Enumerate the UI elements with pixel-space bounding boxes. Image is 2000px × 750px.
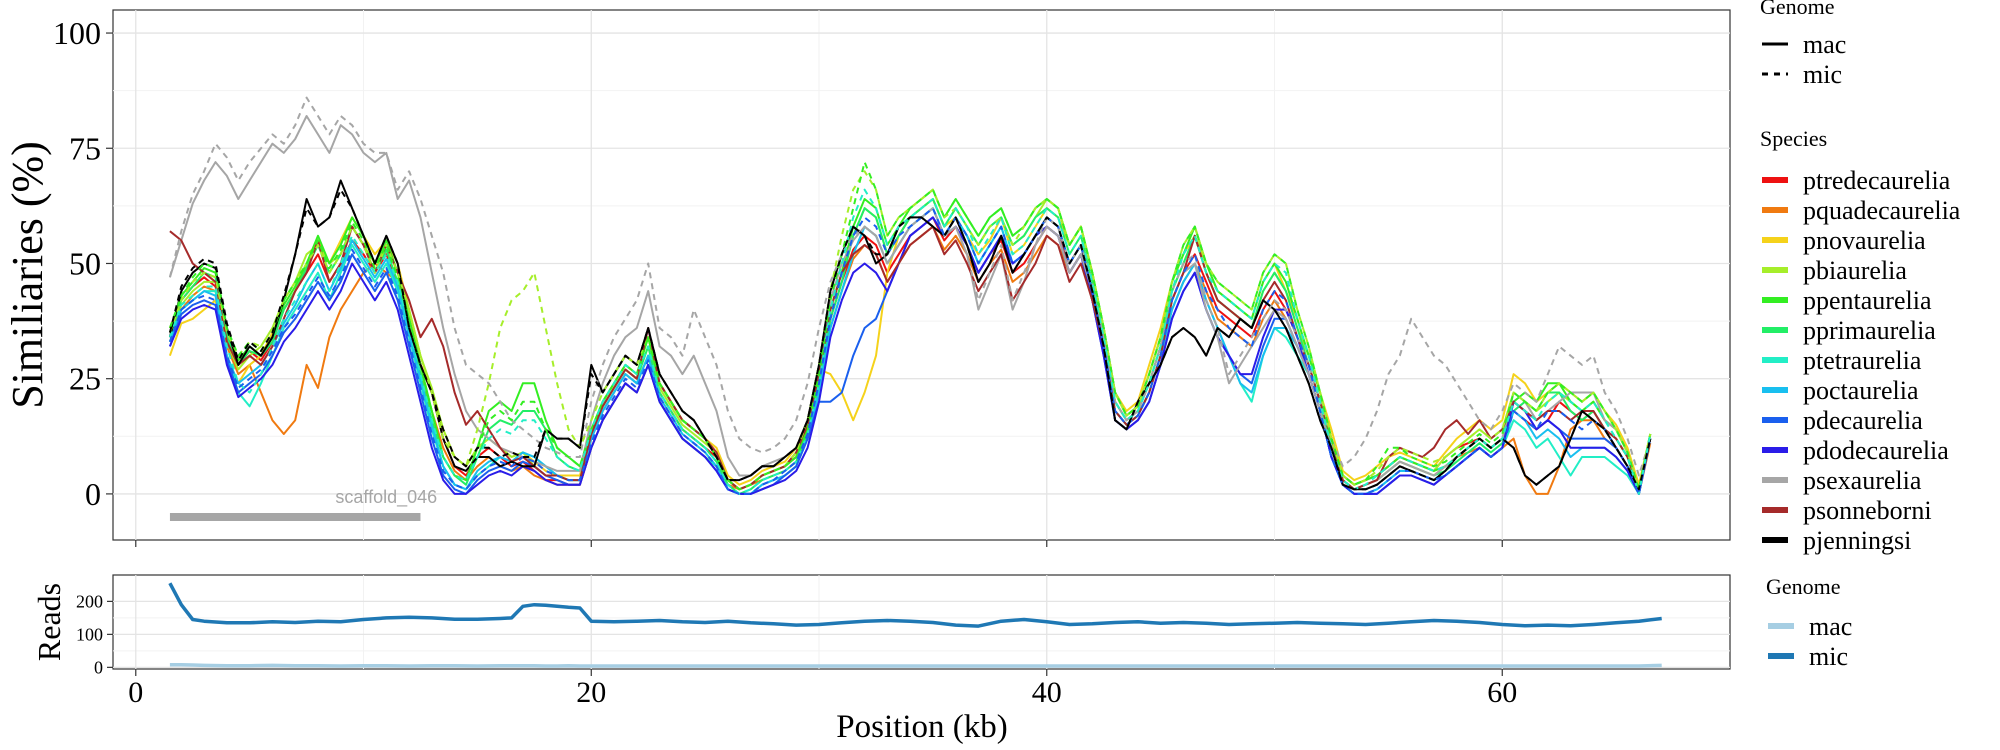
legend-label-pdodecaurelia: pdodecaurelia (1803, 436, 1949, 465)
legend-label-mac: mac (1803, 30, 1846, 59)
legend-label-pprimaurelia: pprimaurelia (1803, 316, 1936, 345)
scaffold-annotation: scaffold_046 (169, 487, 437, 521)
reads-line-mac (169, 662, 1662, 668)
legend-genome-title: Genome (1760, 0, 1835, 19)
y-tick-label: 0 (85, 476, 101, 512)
y-tick-label: 0 (94, 657, 103, 677)
reads-series (168, 582, 1662, 668)
legend-species-title: Species (1760, 126, 1827, 151)
legend-species: Species ptredecaureliapquadecaureliapnov… (1760, 126, 1961, 555)
y-tick-label: 200 (76, 591, 103, 611)
series-line-pdecaurelia-mic (168, 207, 1652, 495)
x-tick-label: 60 (1487, 676, 1517, 709)
legend-label-reads-mic: mic (1809, 642, 1848, 671)
y-tick-label: 25 (69, 361, 101, 397)
series-line-pbiaurelia-mic (168, 170, 1652, 491)
legend-label-psonneborni: psonneborni (1803, 496, 1932, 525)
legend-label-reads-mac: mac (1809, 612, 1852, 641)
y-tick-label: 100 (76, 624, 103, 644)
similarity-panel: 0 25 50 75 100 scaffold_046 Similiaries (%) (3, 9, 1731, 547)
reads-y-axis: 0 100 200 (76, 591, 113, 677)
legend-label-ptredecaurelia: ptredecaurelia (1803, 166, 1951, 195)
similarity-y-label: Similiaries (%) (3, 141, 52, 409)
x-axis-label: Position (kb) (836, 709, 1007, 745)
legend-label-ptetraurelia: ptetraurelia (1803, 346, 1922, 375)
scaffold-label: scaffold_046 (335, 487, 437, 508)
legend-label-poctaurelia: poctaurelia (1803, 376, 1919, 405)
x-tick-label: 0 (128, 676, 143, 709)
legend-label-pbiaurelia: pbiaurelia (1803, 256, 1907, 285)
series-line-pjenningsi-mic (168, 188, 1652, 491)
y-tick-label: 100 (53, 15, 101, 51)
y-tick-label: 75 (69, 130, 101, 166)
x-tick-label: 40 (1032, 676, 1062, 709)
x-axis: 0 20 40 60 (128, 669, 1517, 709)
series-line-ppentaurelia-mic (168, 161, 1652, 491)
legend-reads-genome-title: Genome (1766, 574, 1841, 599)
similarity-series (168, 96, 1652, 495)
similarity-x-ticks (135, 540, 1503, 547)
y-tick-label: 50 (69, 245, 101, 281)
legend-label-pdecaurelia: pdecaurelia (1803, 406, 1923, 435)
legend-label-pnovaurelia: pnovaurelia (1803, 226, 1926, 255)
similarity-plot-area (112, 9, 1731, 541)
legend-label-pquadecaurelia: pquadecaurelia (1803, 196, 1961, 225)
reads-panel: 0 100 200 0 20 40 60 Reads Position (kb) (31, 574, 1731, 745)
similarity-grid (113, 10, 1730, 540)
series-line-pdodecaurelia-mac (168, 216, 1652, 495)
similarity-y-axis: 0 25 50 75 100 (53, 15, 113, 512)
reads-y-label: Reads (31, 583, 67, 661)
legend-label-ppentaurelia: ppentaurelia (1803, 286, 1932, 315)
series-line-ptetraurelia-mic (168, 188, 1652, 495)
legend-label-psexaurelia: psexaurelia (1803, 466, 1922, 495)
legend-label-pjenningsi: pjenningsi (1803, 526, 1911, 555)
reads-line-mic (168, 582, 1662, 628)
x-tick-label: 20 (576, 676, 606, 709)
legend-label-mic: mic (1803, 60, 1842, 89)
